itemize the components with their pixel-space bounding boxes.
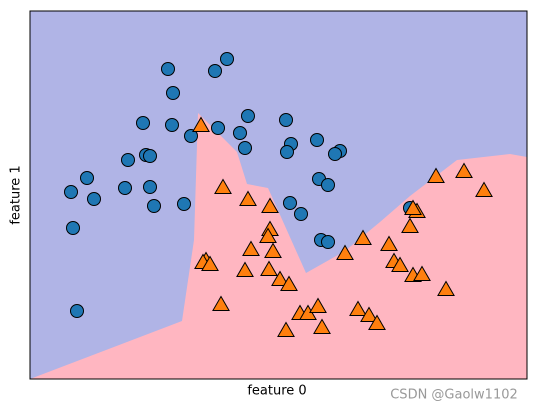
triangle-point — [368, 314, 386, 331]
triangle-point — [380, 235, 398, 252]
circle-point — [147, 199, 161, 213]
circle-point — [211, 121, 225, 135]
triangle-point — [404, 199, 422, 216]
triangle-point — [277, 321, 295, 338]
points — [64, 52, 493, 338]
plot-frame — [29, 10, 528, 380]
triangle-point — [201, 255, 219, 272]
circle-point — [241, 109, 255, 123]
circle-point — [321, 235, 335, 249]
triangle-point — [313, 318, 331, 335]
triangle-point — [360, 306, 378, 323]
triangle-point — [212, 295, 230, 312]
triangle-point — [475, 181, 493, 198]
circle-point — [165, 118, 179, 132]
circle-point — [161, 62, 175, 76]
watermark: CSDN @Gaolw1102 — [390, 388, 518, 403]
circle-point — [220, 52, 234, 66]
triangle-point — [259, 227, 277, 244]
triangle-point — [427, 167, 445, 184]
triangle-point — [391, 256, 409, 273]
triangle-point — [260, 260, 278, 277]
circle-point — [80, 171, 94, 185]
circle-point — [280, 145, 294, 159]
triangle-point — [264, 242, 282, 259]
triangle-point — [261, 197, 279, 214]
circle-point — [66, 221, 80, 235]
triangle-point — [280, 275, 298, 292]
circle-point — [321, 178, 335, 192]
circle-point — [238, 141, 252, 155]
circle-point — [118, 181, 132, 195]
circle-point — [64, 185, 78, 199]
circle-point — [136, 116, 150, 130]
triangle-point — [401, 217, 419, 234]
circle-point — [328, 147, 342, 161]
triangle-point — [336, 244, 354, 261]
circle-point — [208, 64, 222, 78]
triangle-point — [309, 297, 327, 314]
triangle-point — [349, 300, 367, 317]
triangle-point — [242, 240, 260, 257]
circle-point — [233, 126, 247, 140]
circle-point — [70, 304, 84, 318]
triangle-point — [236, 261, 254, 278]
triangle-point — [413, 265, 431, 282]
circle-point — [184, 129, 198, 143]
circle-point — [283, 196, 297, 210]
circle-point — [294, 207, 308, 221]
circle-point — [177, 197, 191, 211]
circle-point — [87, 192, 101, 206]
triangle-point — [214, 178, 232, 195]
circle-point — [121, 153, 135, 167]
triangle-point — [192, 116, 210, 133]
circle-point — [166, 86, 180, 100]
circle-point — [310, 133, 324, 147]
y-axis-label: feature 1 — [9, 165, 24, 224]
triangle-point — [271, 270, 289, 287]
triangle-point — [437, 280, 455, 297]
circle-point — [143, 180, 157, 194]
circle-point — [279, 113, 293, 127]
x-axis-label: feature 0 — [247, 384, 306, 399]
triangle-point — [239, 190, 257, 207]
triangle-point — [455, 162, 473, 179]
region-class-1 — [30, 113, 527, 379]
triangle-point — [354, 229, 372, 246]
circle-point — [143, 149, 157, 163]
